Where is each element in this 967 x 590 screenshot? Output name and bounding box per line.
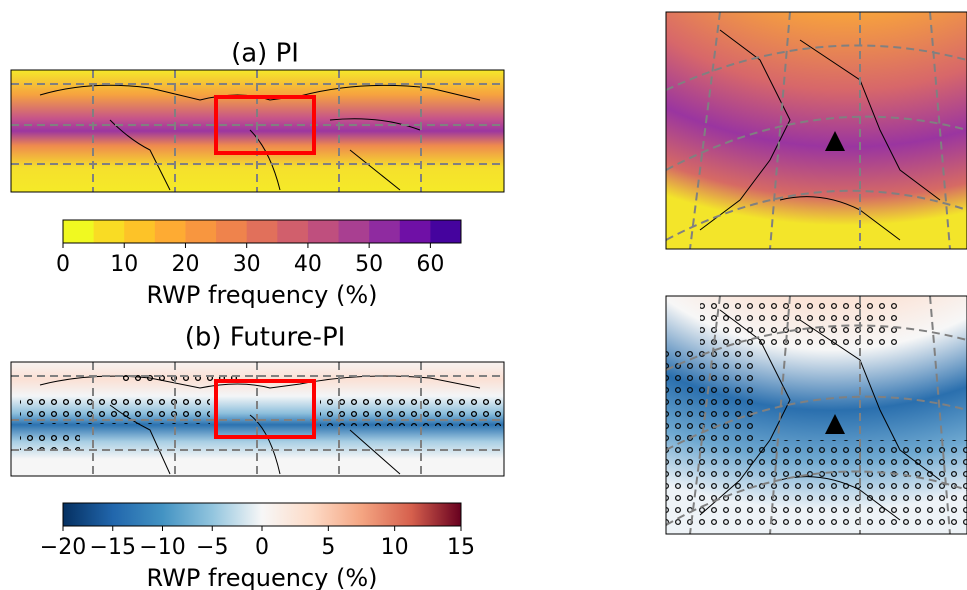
colorbar <box>63 503 461 526</box>
panel-title: (a) PI <box>231 39 299 69</box>
tick-label: 0 <box>255 535 269 560</box>
tick-label: 15 <box>447 535 475 560</box>
tick-label: 50 <box>355 252 383 277</box>
map-europe-future <box>665 295 967 535</box>
tick-label: 40 <box>294 252 322 277</box>
tick-label: 0 <box>56 252 70 277</box>
colorbar-segment <box>154 220 186 243</box>
tick-label: 30 <box>233 252 261 277</box>
tick-label: 5 <box>321 535 335 560</box>
colorbar-segment <box>216 220 248 243</box>
map-future <box>10 361 505 477</box>
tick-label: 20 <box>171 252 199 277</box>
colorbar-label: RWP frequency (%) <box>146 564 377 590</box>
tick-label: −15 <box>90 535 136 560</box>
colorbar-segment <box>246 220 278 243</box>
panel-title: (b) Future-PI <box>185 323 346 353</box>
colorbar-segment <box>369 220 401 243</box>
colorbar-segment <box>277 220 309 243</box>
tick-label: −20 <box>40 535 86 560</box>
tick-label: −10 <box>139 535 185 560</box>
colorbar-label: RWP frequency (%) <box>146 281 377 309</box>
colorbar-segment <box>185 220 217 243</box>
colorbar-segment <box>338 220 370 243</box>
colorbar-segment <box>93 220 125 243</box>
colorbar-segment <box>124 220 156 243</box>
tick-label: 10 <box>381 535 409 560</box>
tick-label: 10 <box>110 252 138 277</box>
colorbar-frame <box>62 219 462 244</box>
colorbar-segment <box>63 220 95 243</box>
tick-label: 60 <box>416 252 444 277</box>
colorbar-segment <box>430 220 462 243</box>
colorbar-segment <box>399 220 431 243</box>
map-pi <box>10 69 505 193</box>
colorbar-segment <box>307 220 340 243</box>
tick-label: −5 <box>196 535 228 560</box>
map-europe-pi <box>665 11 967 250</box>
